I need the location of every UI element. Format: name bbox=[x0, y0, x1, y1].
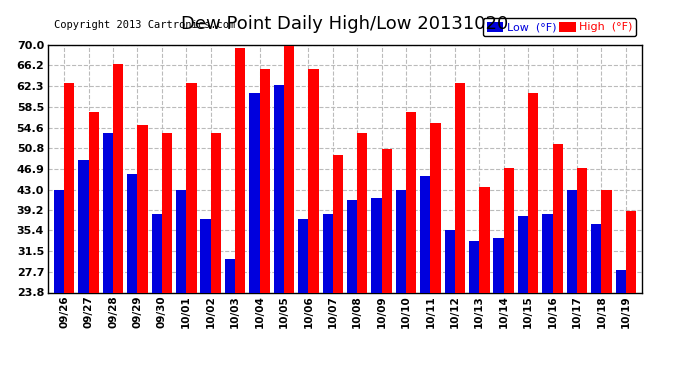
Bar bbox=[225, 259, 235, 375]
Bar bbox=[54, 190, 64, 375]
Bar bbox=[357, 134, 368, 375]
Bar bbox=[186, 82, 197, 375]
Bar bbox=[200, 219, 210, 375]
Bar bbox=[322, 214, 333, 375]
Bar bbox=[308, 69, 319, 375]
Bar bbox=[176, 190, 186, 375]
Bar bbox=[431, 123, 441, 375]
Bar bbox=[79, 160, 88, 375]
Legend: Low  (°F), High  (°F): Low (°F), High (°F) bbox=[483, 18, 636, 36]
Bar bbox=[455, 82, 465, 375]
Bar bbox=[152, 214, 162, 375]
Bar bbox=[113, 64, 124, 375]
Bar bbox=[103, 134, 113, 375]
Bar bbox=[235, 48, 246, 375]
Text: Copyright 2013 Cartronics.com: Copyright 2013 Cartronics.com bbox=[55, 20, 235, 30]
Bar bbox=[259, 69, 270, 375]
Bar bbox=[333, 155, 343, 375]
Bar bbox=[504, 168, 514, 375]
Bar bbox=[64, 82, 75, 375]
Bar bbox=[284, 46, 294, 375]
Bar bbox=[493, 238, 504, 375]
Bar bbox=[127, 174, 137, 375]
Bar bbox=[444, 230, 455, 375]
Bar bbox=[249, 93, 259, 375]
Bar bbox=[542, 214, 553, 375]
Bar bbox=[274, 85, 284, 375]
Bar bbox=[210, 134, 221, 375]
Bar bbox=[591, 225, 602, 375]
Bar bbox=[480, 187, 490, 375]
Bar bbox=[371, 198, 382, 375]
Bar bbox=[518, 216, 528, 375]
Bar bbox=[162, 134, 172, 375]
Bar bbox=[298, 219, 308, 375]
Bar bbox=[626, 211, 636, 375]
Bar bbox=[406, 112, 416, 375]
Bar bbox=[615, 270, 626, 375]
Bar bbox=[396, 190, 406, 375]
Text: Dew Point Daily High/Low 20131020: Dew Point Daily High/Low 20131020 bbox=[181, 15, 509, 33]
Bar bbox=[566, 190, 577, 375]
Bar bbox=[88, 112, 99, 375]
Bar bbox=[382, 150, 392, 375]
Bar bbox=[528, 93, 538, 375]
Bar bbox=[602, 190, 611, 375]
Bar bbox=[347, 200, 357, 375]
Bar bbox=[577, 168, 587, 375]
Bar bbox=[137, 125, 148, 375]
Bar bbox=[553, 144, 563, 375]
Bar bbox=[420, 176, 431, 375]
Bar bbox=[469, 240, 480, 375]
